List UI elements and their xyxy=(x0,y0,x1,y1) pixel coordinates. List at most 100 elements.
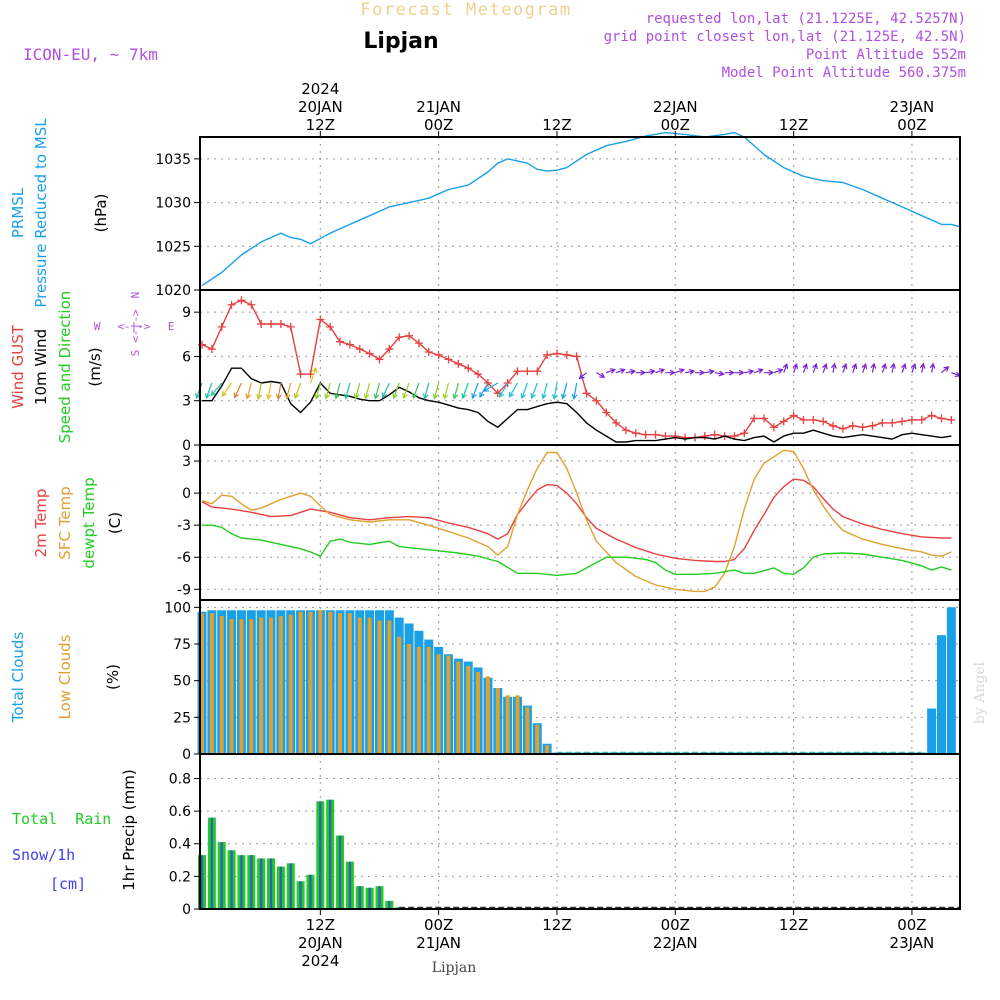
wind-direction-arrow xyxy=(314,382,321,400)
wind-direction-arrow xyxy=(309,366,318,384)
wind-direction-arrow xyxy=(812,363,818,373)
wind-direction-arrow xyxy=(764,369,775,376)
axis-labels: 10201025103010350369-9-6-303025507510000… xyxy=(155,80,934,970)
wind-direction-arrow xyxy=(363,382,371,400)
rain-bar-inner xyxy=(368,887,371,909)
wind-gust-marker xyxy=(247,300,256,309)
wind-gust-marker xyxy=(414,339,423,348)
wind-direction-arrow xyxy=(402,382,410,400)
top-time-label: 20JAN xyxy=(298,98,343,116)
wind-gust-marker xyxy=(898,417,907,426)
wind-gust-marker xyxy=(395,333,404,342)
wind-gust-marker xyxy=(819,417,828,426)
rain-bar-inner xyxy=(378,886,381,909)
precip-ytick-label: 0.2 xyxy=(169,869,191,885)
wind-direction-arrow xyxy=(482,382,499,392)
wind-gust-marker xyxy=(217,322,226,331)
wind-gust-marker xyxy=(700,432,709,441)
wind-direction-arrow xyxy=(508,382,519,398)
bottom-time-label: 00Z xyxy=(424,916,453,934)
precip-ytick-label: 0.4 xyxy=(169,837,191,853)
wind-gust-marker xyxy=(336,337,345,346)
wind-direction-arrow xyxy=(578,372,587,380)
wind-gust-marker xyxy=(493,389,502,398)
sfc-temp-label: SFC Temp xyxy=(56,486,74,559)
compass-south: S xyxy=(129,350,142,357)
wind-direction-arrow xyxy=(596,372,606,378)
wind-direction-arrow xyxy=(210,382,223,397)
wind-direction-arrow xyxy=(910,363,917,373)
wind-gust-marker xyxy=(947,415,956,424)
total-clouds-bar xyxy=(937,635,946,754)
wind-ytick-label: 9 xyxy=(182,305,191,321)
wind-direction-arrow xyxy=(552,382,558,400)
wind-gust-marker xyxy=(434,350,443,359)
low-clouds-bar xyxy=(466,666,471,754)
pressure-msl-label: Pressure Reduced to MSL xyxy=(32,118,50,308)
dewpt-temp-line xyxy=(202,524,952,577)
top-time-label: 2024 xyxy=(301,80,339,98)
wind-direction-arrow xyxy=(471,382,479,400)
bottom-time-label: 21JAN xyxy=(416,934,461,952)
rain-bar-inner xyxy=(240,855,243,909)
low-clouds-bar xyxy=(318,610,323,754)
rain-bar-inner xyxy=(210,817,214,909)
low-clouds-bar xyxy=(495,688,500,754)
wind-direction-arrow xyxy=(951,371,961,378)
bottom-time-label: 2024 xyxy=(301,952,339,970)
wind-direction-arrow xyxy=(802,363,808,373)
wind-gust-marker xyxy=(552,349,561,358)
wind-gust-marker xyxy=(474,370,483,379)
wind-gust-marker xyxy=(907,415,916,424)
wind-gust-marker xyxy=(760,414,769,423)
wind-gust-marker xyxy=(276,319,285,328)
wind-direction-arrow xyxy=(343,382,351,400)
precip-ytick-label: 0 xyxy=(182,902,191,918)
wind-gust-marker xyxy=(375,355,384,364)
low-clouds-bar xyxy=(485,676,490,754)
wind-gust-marker xyxy=(237,296,246,305)
point-altitude: Point Altitude 552m xyxy=(806,47,966,63)
wind-gust-marker xyxy=(621,426,630,435)
low-clouds-bar xyxy=(525,707,530,754)
wind-direction-arrow xyxy=(625,368,637,375)
compass-east: E xyxy=(168,320,175,333)
low-clouds-bar xyxy=(308,611,313,754)
wind-direction-arrow xyxy=(675,368,685,374)
wind-direction-arrow xyxy=(900,363,907,373)
wind-gust-marker xyxy=(257,319,266,328)
total-clouds-bar xyxy=(946,607,956,754)
wind-gust-marker xyxy=(296,370,305,379)
wind-gust-marker xyxy=(267,319,276,328)
wind-direction-arrow xyxy=(881,363,887,373)
rain-bar-inner xyxy=(309,874,312,909)
wind-direction-arrow xyxy=(221,382,233,398)
wind-direction-arrow xyxy=(233,382,242,399)
wind-compass: W E <-|-> N <-|-> S xyxy=(94,292,175,357)
pressure-frame xyxy=(199,136,961,291)
wind-gust-marker xyxy=(612,418,621,427)
bottom-time-label: 12Z xyxy=(306,916,335,934)
snow-unit-label: [cm] xyxy=(50,875,86,893)
bottom-time-label: 20JAN xyxy=(298,934,343,952)
rain-bar-inner xyxy=(319,801,322,909)
top-time-label: 12Z xyxy=(306,116,335,134)
wind-direction-arrow xyxy=(530,382,538,400)
wind-direction-arrow xyxy=(615,368,626,374)
total-clouds-label: Total Clouds xyxy=(9,632,27,724)
clouds-ytick-label: 50 xyxy=(173,674,191,690)
prmsl-label: PRMSL xyxy=(9,187,27,238)
compass-ns-arrows: <-|-> xyxy=(129,309,142,342)
wind-gust-marker xyxy=(779,417,788,426)
wind-gust-marker xyxy=(543,350,552,359)
wind-direction-arrow xyxy=(919,362,926,373)
watermark: by Angel xyxy=(972,661,988,724)
wind-panel-labels: Wind GUST 10m Wind Speed and Direction (… xyxy=(9,291,104,444)
low-clouds-bar xyxy=(515,695,520,754)
wind-gust-marker xyxy=(750,414,759,423)
footer-location: Lipjan xyxy=(432,960,476,976)
wind-direction-arrow xyxy=(831,362,837,373)
top-time-label: 12Z xyxy=(779,116,808,134)
wind-gust-marker xyxy=(533,367,542,376)
